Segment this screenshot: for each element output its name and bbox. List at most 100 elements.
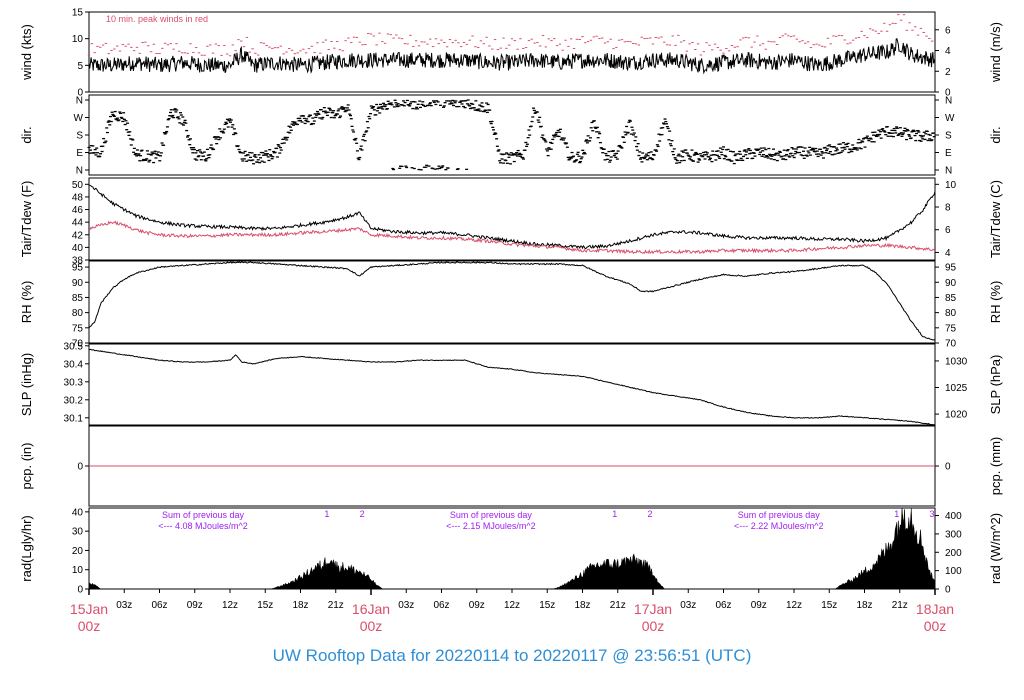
- left-tick-label-direction: S: [76, 131, 83, 142]
- left-tick-label-wind: 5: [77, 61, 83, 72]
- hour-tick-label: 15z: [539, 600, 555, 611]
- left-tick-label-pressure: 30.3: [64, 377, 84, 388]
- y-axis-label-direction: dir.: [19, 126, 34, 143]
- left-tick-label-humidity: 85: [72, 293, 84, 304]
- day-hour-label: 00z: [78, 618, 101, 634]
- left-tick-label-temperature: 38: [72, 256, 84, 267]
- left-tick-label-pressure: 30.4: [64, 359, 84, 370]
- left-tick-label-wind: 0: [77, 88, 83, 99]
- y-axis-label-pressure: SLP (inHg): [19, 353, 34, 416]
- hour-tick-label: 21z: [610, 600, 626, 611]
- y-axis-label-right-direction: dir.: [988, 126, 1003, 143]
- right-tick-label-direction: N: [945, 166, 952, 177]
- panel-frame-pressure: [88, 343, 936, 426]
- wind-speed-line: [88, 37, 936, 75]
- left-tick-label-pressure: 30.2: [64, 395, 84, 406]
- left-tick-label-radiation: 30: [72, 527, 84, 538]
- y-axis-label-humidity: RH (%): [19, 281, 34, 324]
- hour-tick-label: 06z: [151, 600, 167, 611]
- y-axis-label-right-pressure: SLP (hPa): [988, 355, 1003, 415]
- left-tick-label-radiation: 40: [72, 507, 84, 518]
- left-tick-label-humidity: 90: [72, 278, 84, 289]
- radiation-marker: 2: [360, 509, 365, 519]
- panel-frame-direction: [88, 94, 936, 176]
- right-tick-label-direction: N: [945, 96, 952, 107]
- hour-tick-label: 21z: [328, 600, 344, 611]
- right-tick-label-temperature: 6: [945, 225, 951, 236]
- left-tick-label-wind: 15: [72, 8, 84, 19]
- radiation-sum-value: <--- 2.15 MJoules/m^2: [446, 521, 536, 531]
- day-hour-label: 00z: [360, 618, 383, 634]
- right-tick-label-precipitation: 0: [945, 462, 951, 473]
- left-tick-label-radiation: 0: [77, 585, 83, 596]
- hour-tick-label: 09z: [187, 600, 203, 611]
- y-axis-label-temperature: Tair/Tdew (F): [19, 181, 34, 258]
- left-tick-label-direction: E: [76, 148, 83, 159]
- y-axis-label-wind: wind (kts): [19, 24, 34, 81]
- right-tick-label-direction: E: [945, 148, 952, 159]
- day-date-label: 15Jan: [70, 601, 108, 617]
- y-axis-label-right-humidity: RH (%): [988, 281, 1003, 324]
- radiation-sum-label: Sum of previous day: [738, 510, 821, 520]
- right-tick-label-direction: S: [945, 131, 952, 142]
- day-date-label: 17Jan: [634, 601, 672, 617]
- hour-tick-label: 09z: [751, 600, 767, 611]
- radiation-sum-label: Sum of previous day: [162, 510, 245, 520]
- radiation-marker: 2: [647, 509, 652, 519]
- right-tick-label-radiation: 400: [945, 511, 962, 522]
- y-axis-label-right-wind: wind (m/s): [988, 22, 1003, 83]
- right-tick-label-pressure: 1025: [945, 383, 968, 394]
- left-tick-label-temperature: 46: [72, 205, 84, 216]
- left-tick-label-temperature: 40: [72, 243, 84, 254]
- left-tick-label-humidity: 95: [72, 263, 84, 274]
- hour-tick-label: 03z: [398, 600, 414, 611]
- left-tick-label-temperature: 50: [72, 180, 84, 191]
- radiation-sum-value: <--- 4.08 MJoules/m^2: [158, 521, 248, 531]
- y-axis-label-right-radiation: rad (W/m^2): [988, 513, 1003, 584]
- right-tick-label-wind: 2: [945, 67, 951, 78]
- hour-tick-label: 21z: [892, 600, 908, 611]
- left-tick-label-direction: W: [74, 113, 84, 124]
- right-tick-label-wind: 6: [945, 25, 951, 36]
- day-date-label: 18Jan: [916, 601, 954, 617]
- right-tick-label-radiation: 0: [945, 585, 951, 596]
- radiation-marker: 1: [612, 509, 617, 519]
- y-axis-label-right-temperature: Tair/Tdew (C): [988, 180, 1003, 258]
- left-tick-label-temperature: 44: [72, 218, 84, 229]
- right-tick-label-humidity: 90: [945, 278, 957, 289]
- right-tick-label-radiation: 100: [945, 566, 962, 577]
- right-tick-label-radiation: 200: [945, 548, 962, 559]
- radiation-sum-value: <--- 2.22 MJoules/m^2: [734, 521, 824, 531]
- hour-tick-label: 18z: [574, 600, 590, 611]
- hour-tick-label: 03z: [116, 600, 132, 611]
- left-tick-label-humidity: 75: [72, 323, 84, 334]
- right-tick-label-temperature: 4: [945, 248, 951, 259]
- left-tick-label-wind: 10: [72, 34, 84, 45]
- left-tick-label-temperature: 42: [72, 230, 84, 241]
- temperature-series-line-0: [88, 184, 936, 250]
- pressure-series-line-0: [89, 348, 936, 426]
- left-tick-label-pressure: 30.1: [64, 413, 84, 424]
- hour-tick-label: 12z: [504, 600, 520, 611]
- radiation-sum-label: Sum of previous day: [450, 510, 533, 520]
- hour-tick-label: 09z: [469, 600, 485, 611]
- right-tick-label-temperature: 8: [945, 203, 951, 214]
- right-tick-label-humidity: 75: [945, 323, 957, 334]
- radiation-marker: 1: [324, 509, 329, 519]
- hour-tick-label: 18z: [856, 600, 872, 611]
- temperature-series-line-1: [89, 220, 936, 255]
- left-tick-label-radiation: 20: [72, 546, 84, 557]
- day-hour-label: 00z: [642, 618, 665, 634]
- wind-annotation: 10 min. peak winds in red: [106, 14, 208, 24]
- left-tick-label-humidity: 80: [72, 308, 84, 319]
- hour-tick-label: 06z: [715, 600, 731, 611]
- right-tick-label-direction: W: [945, 113, 955, 124]
- panel-frame-temperature: [88, 177, 936, 261]
- left-tick-label-radiation: 10: [72, 565, 84, 576]
- right-tick-label-radiation: 300: [945, 529, 962, 540]
- hour-tick-label: 12z: [222, 600, 238, 611]
- right-tick-label-humidity: 95: [945, 263, 957, 274]
- hour-tick-label: 03z: [680, 600, 696, 611]
- left-tick-label-direction: N: [76, 166, 83, 177]
